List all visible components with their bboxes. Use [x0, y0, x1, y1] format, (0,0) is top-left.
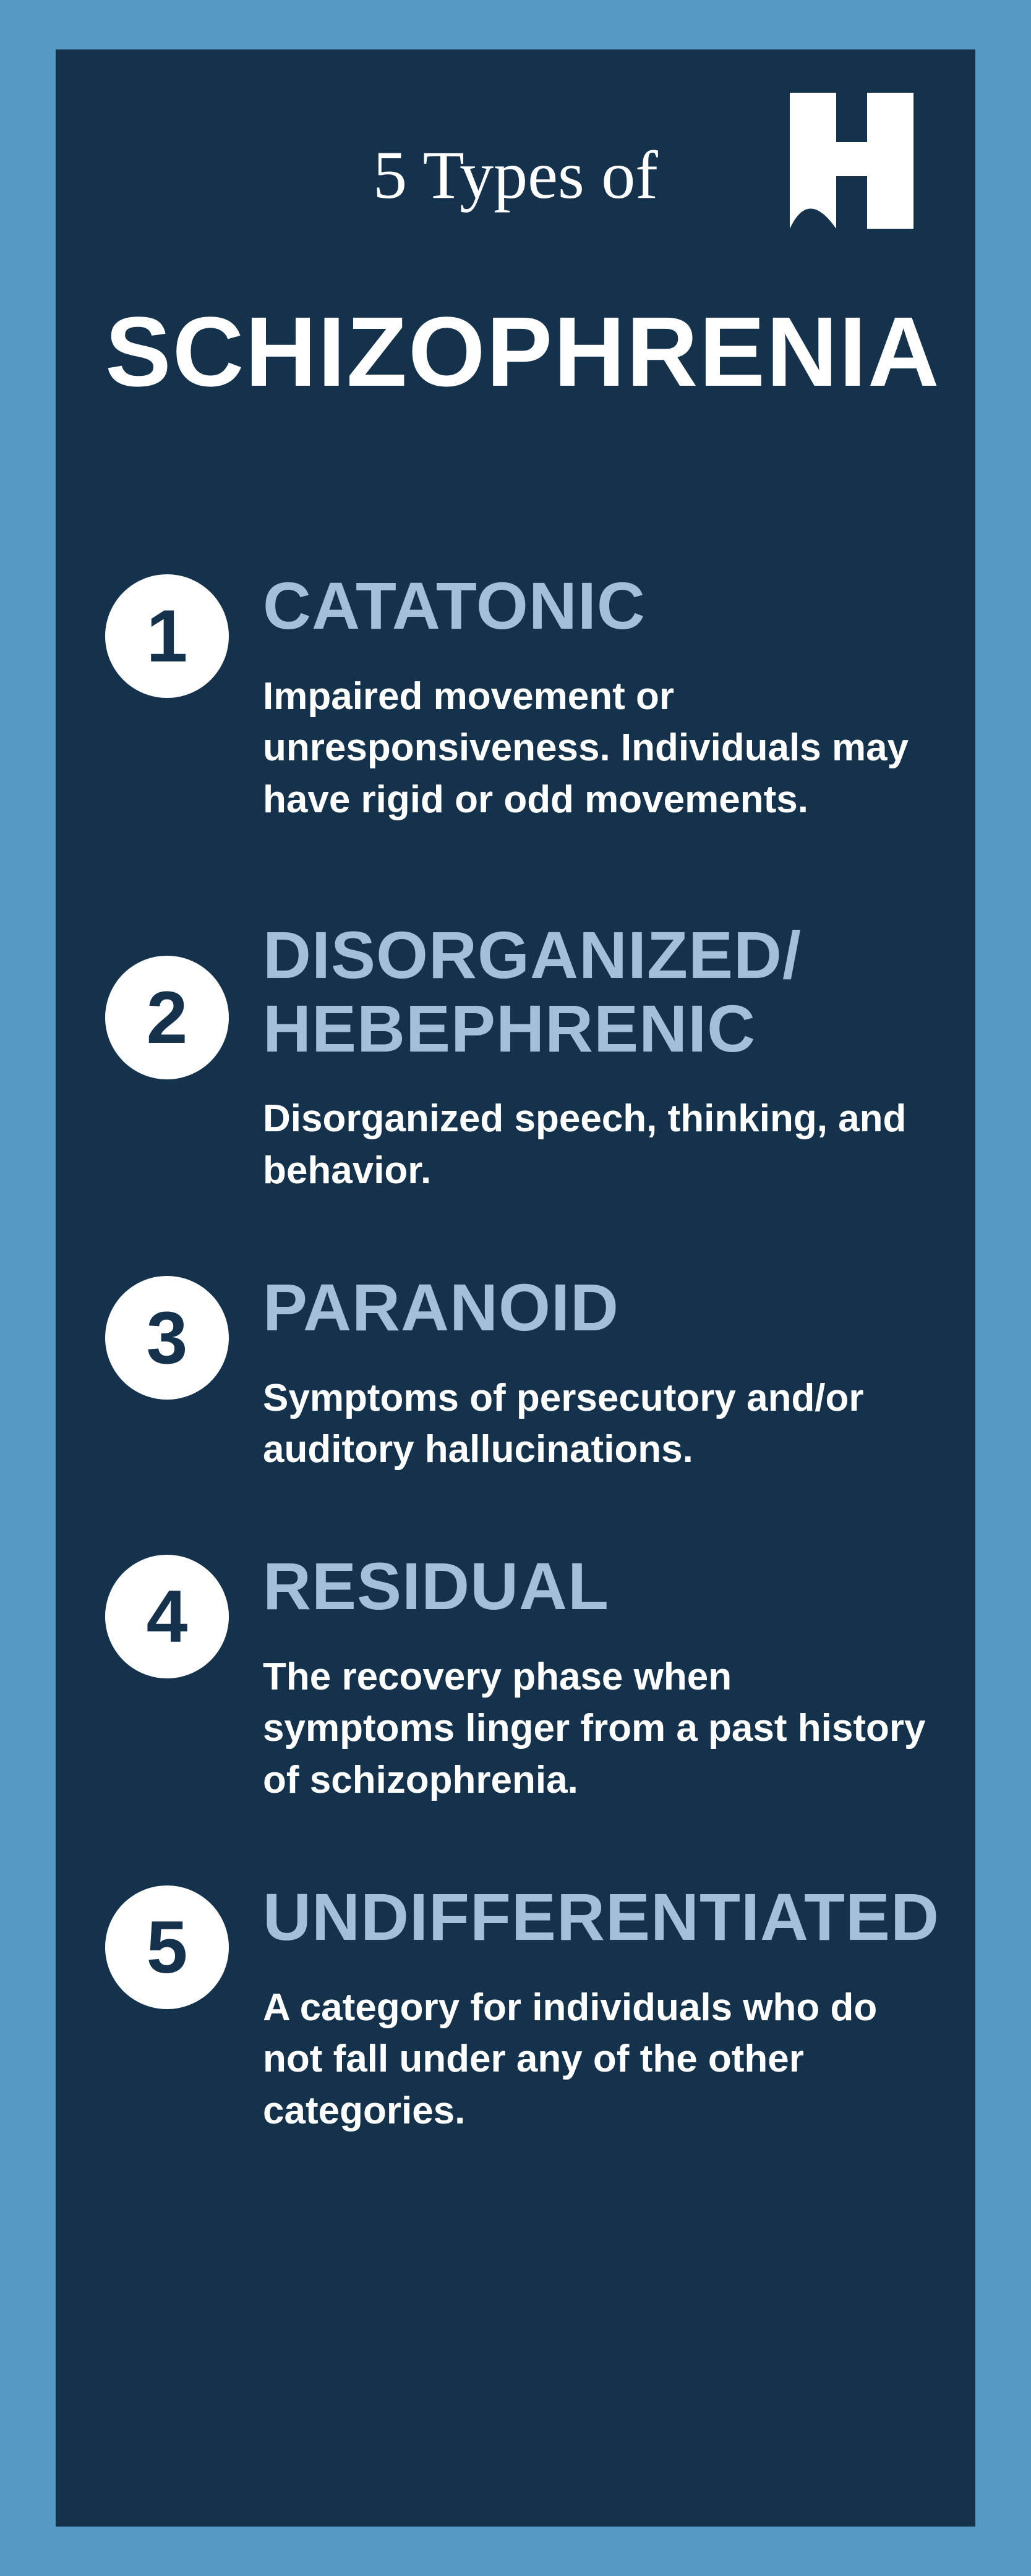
item-heading: CATATONIC	[263, 569, 926, 643]
number-badge: 5	[105, 1885, 229, 2009]
item-body: Disorganized speech, thinking, and behav…	[263, 1093, 926, 1196]
list-item: 3 PARANOID Symptoms of persecutory and/o…	[105, 1271, 926, 1476]
item-heading: UNDIFFERENTIATED	[263, 1881, 939, 1954]
items-list: 1 CATATONIC Impaired movement or unrespo…	[105, 569, 926, 2137]
item-body: Symptoms of persecutory and/or auditory …	[263, 1372, 926, 1476]
number-badge-text: 5	[147, 1905, 188, 1990]
outer-frame: 5 Types of SCHIZOPHRENIA 1 CATATONIC Imp…	[0, 0, 1031, 2576]
item-text: DISORGANIZED/HEBEPHRENIC Disorganized sp…	[263, 919, 926, 1197]
list-item: 1 CATATONIC Impaired movement or unrespo…	[105, 569, 926, 826]
list-item: 5 UNDIFFERENTIATED A category for indivi…	[105, 1881, 926, 2137]
number-badge-text: 4	[147, 1574, 188, 1659]
number-badge-text: 1	[147, 593, 188, 679]
list-item: 2 DISORGANIZED/HEBEPHRENIC Disorganized …	[105, 919, 926, 1197]
item-body: Impaired movement or unresponsiveness. I…	[263, 671, 926, 826]
main-title: SCHIZOPHRENIA	[105, 295, 926, 409]
number-badge: 2	[105, 956, 229, 1079]
number-badge: 1	[105, 574, 229, 698]
item-text: PARANOID Symptoms of persecutory and/or …	[263, 1271, 926, 1476]
item-heading: DISORGANIZED/HEBEPHRENIC	[263, 919, 926, 1066]
brand-logo-icon	[771, 80, 932, 241]
inner-panel: 5 Types of SCHIZOPHRENIA 1 CATATONIC Imp…	[56, 49, 975, 2527]
number-badge-text: 2	[147, 975, 188, 1060]
item-body: The recovery phase when symptoms linger …	[263, 1651, 926, 1806]
item-heading: RESIDUAL	[263, 1550, 926, 1623]
item-heading: PARANOID	[263, 1271, 926, 1345]
item-body: A category for individuals who do not fa…	[263, 1982, 939, 2137]
item-text: CATATONIC Impaired movement or unrespons…	[263, 569, 926, 826]
item-text: UNDIFFERENTIATED A category for individu…	[263, 1881, 939, 2137]
item-text: RESIDUAL The recovery phase when symptom…	[263, 1550, 926, 1806]
number-badge-text: 3	[147, 1295, 188, 1380]
list-item: 4 RESIDUAL The recovery phase when sympt…	[105, 1550, 926, 1806]
number-badge: 3	[105, 1276, 229, 1400]
number-badge: 4	[105, 1555, 229, 1678]
